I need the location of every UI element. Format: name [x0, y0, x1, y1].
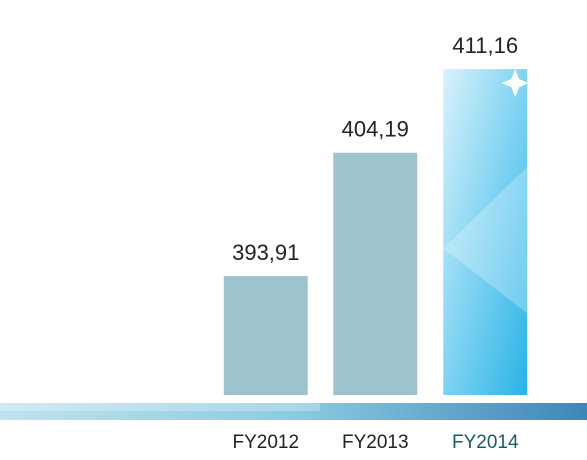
x-tick-label: FY2014 [452, 432, 519, 453]
value-label: 411,16 [452, 33, 518, 58]
value-label: 393,91 [232, 240, 299, 265]
x-tick-label: FY2012 [232, 432, 299, 453]
x-tick-label: FY2013 [342, 432, 409, 453]
value-label: 404,19 [342, 117, 409, 142]
bar [223, 276, 308, 395]
baseline-band [0, 403, 587, 420]
bar-facet [443, 166, 528, 314]
sparkle [501, 69, 530, 98]
bar [443, 69, 528, 395]
bar [333, 152, 418, 395]
band-highlight [0, 403, 320, 411]
